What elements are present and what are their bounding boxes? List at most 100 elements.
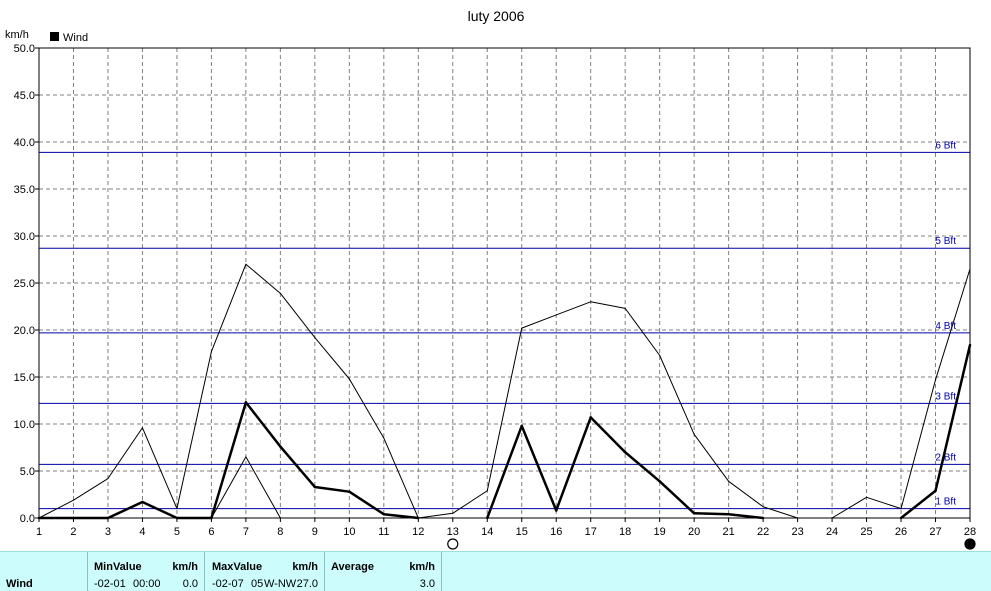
- stats-min-date: -02-01: [94, 578, 126, 590]
- x-tick-label: 20: [688, 526, 700, 538]
- x-tick-label: 3: [105, 526, 111, 538]
- series-2-segment: [210, 456, 247, 519]
- series-1-segment: [486, 327, 523, 492]
- stats-label: Wind: [6, 578, 33, 590]
- statistics-panel: Wind MinValue km/h -02-01 00:00 0.0 MaxV…: [0, 551, 991, 591]
- x-tick-label: 11: [378, 526, 389, 538]
- series-0-segment: [934, 343, 972, 492]
- stats-avg-unit: km/h: [409, 561, 435, 573]
- y-tick-label: 5.0: [20, 466, 35, 478]
- chart-title: luty 2006: [468, 8, 525, 24]
- y-tick-label: 35.0: [14, 184, 35, 196]
- y-tick-label: 50.0: [14, 43, 35, 55]
- beaufort-label: 6 Bft: [935, 140, 956, 151]
- beaufort-lines: 1 Bft 2 Bft 3 Bft 4 Bft 5 Bft 6 Bft: [39, 140, 970, 510]
- stats-min-header: MinValue: [94, 561, 142, 573]
- series-0-segment: [279, 445, 317, 489]
- stats-max-header: MaxValue: [212, 561, 263, 573]
- stats-max-value: 27.0: [296, 578, 318, 590]
- series-1-segment: [693, 433, 730, 482]
- series-0-segment: [554, 416, 592, 512]
- series-0-segment: [106, 500, 144, 520]
- series-1-segment: [72, 478, 109, 501]
- series-0-segment: [210, 401, 248, 520]
- y-tick-label: 45.0: [14, 90, 35, 102]
- y-tick-label: 30.0: [14, 231, 35, 243]
- series-1-segment: [590, 301, 626, 309]
- stats-min-time: 00:00: [133, 578, 161, 590]
- y-tick-label: 0.0: [20, 513, 35, 525]
- new-moon-icon: [964, 538, 976, 550]
- series-1-segment: [866, 496, 902, 510]
- series-1-segment: [452, 490, 488, 514]
- x-tick-label: 27: [929, 526, 941, 538]
- legend-label-wind: Wind: [63, 32, 88, 44]
- x-tick-label: 4: [139, 526, 145, 538]
- stats-max-date: -02-07: [212, 578, 244, 590]
- y-tick-label: 10.0: [14, 419, 35, 431]
- stats-max-cell: MaxValue km/h -02-07 05 W-NW 27.0: [205, 552, 325, 591]
- x-tick-label: 10: [343, 526, 355, 538]
- series-1-segment: [900, 379, 937, 510]
- y-tick-label: 20.0: [14, 325, 35, 337]
- series-1-segment: [245, 263, 281, 294]
- series-1-segment: [417, 512, 454, 519]
- beaufort-label: 1 Bft: [935, 497, 956, 508]
- moon-phases: [447, 538, 976, 550]
- x-tick-label: 24: [826, 526, 838, 538]
- series-1-segment: [107, 427, 143, 480]
- series-1-segment: [38, 499, 74, 519]
- series-0-segment: [658, 480, 696, 515]
- series-0-segment: [899, 489, 937, 520]
- y-tick-label: 15.0: [14, 372, 35, 384]
- series-0-segment: [589, 416, 627, 454]
- x-tick-label: 8: [277, 526, 283, 538]
- x-tick-label: 9: [312, 526, 318, 538]
- stats-avg-cell: Average km/h 3.0: [325, 552, 442, 591]
- beaufort-label: 3 Bft: [935, 391, 956, 402]
- series-0-segment: [486, 424, 523, 520]
- x-tick-label: 16: [550, 526, 562, 538]
- stats-label-cell: Wind: [0, 552, 88, 591]
- beaufort-label: 5 Bft: [935, 236, 956, 247]
- series-1-segment: [348, 378, 385, 439]
- y-tick-label: 40.0: [14, 137, 35, 149]
- series: [37, 263, 972, 520]
- series-0-segment: [727, 512, 765, 520]
- x-tick-label: 17: [585, 526, 597, 538]
- full-moon-icon: [447, 538, 459, 550]
- grid: [39, 48, 970, 518]
- x-tick-label: 5: [174, 526, 180, 538]
- y-tick-label: 25.0: [14, 278, 35, 290]
- y-axis-unit: km/h: [5, 29, 29, 41]
- series-0-segment: [623, 450, 661, 483]
- stats-max-direction: W-NW: [264, 578, 297, 590]
- series-1-segment: [659, 354, 695, 435]
- x-tick-label: 7: [243, 526, 249, 538]
- stats-avg-value: 3.0: [419, 578, 435, 590]
- x-tick-label: 14: [481, 526, 493, 538]
- series-0-segment: [520, 424, 558, 512]
- x-tick-label: 6: [208, 526, 214, 538]
- series-1-segment: [555, 301, 592, 316]
- beaufort-label: 2 Bft: [935, 452, 956, 463]
- series-2-segment: [245, 456, 281, 519]
- stats-min-value: 0.0: [182, 578, 198, 590]
- series-1-segment: [176, 351, 212, 510]
- series-0-segment: [348, 490, 386, 516]
- series-1-segment: [383, 437, 419, 519]
- series-1-segment: [279, 292, 316, 339]
- x-tick-label: 21: [723, 526, 735, 538]
- series-1-segment: [831, 496, 868, 519]
- series-1-segment: [762, 506, 799, 519]
- x-tick-label: 28: [964, 526, 976, 538]
- series-0-segment: [382, 512, 420, 520]
- series-0-segment: [141, 500, 179, 520]
- axes: 0.0 5.0 10.0 15.0 20.0 25.0 30.0 35.0 40.0 45.0 50…: [14, 43, 977, 538]
- series-1-segment: [935, 268, 971, 381]
- x-tick-label: 18: [619, 526, 631, 538]
- series-1-segment: [728, 480, 764, 508]
- legend-swatch-wind: [50, 32, 59, 41]
- series-1-segment: [210, 263, 247, 353]
- series-1-segment: [624, 307, 661, 356]
